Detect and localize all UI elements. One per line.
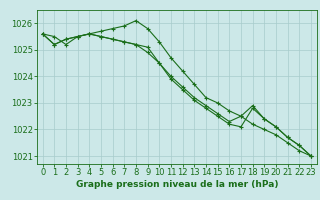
X-axis label: Graphe pression niveau de la mer (hPa): Graphe pression niveau de la mer (hPa) (76, 180, 278, 189)
